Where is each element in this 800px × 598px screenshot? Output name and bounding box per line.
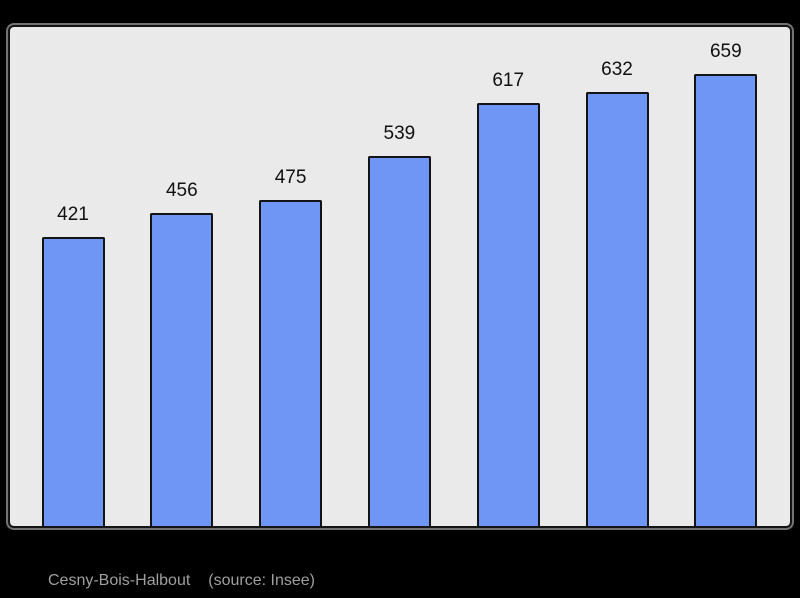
bar-chart-plot-area: 421 456 475 539 617 632 659 [10,27,790,526]
bar [41,237,105,526]
bar-value-label: 456 [165,180,198,201]
bar-value-label: 539 [383,123,416,144]
bar [150,213,214,526]
bar-value-label: 617 [492,70,525,91]
bar [476,103,540,526]
bar-value-label: 475 [274,167,307,188]
bar [367,156,431,526]
chart-panel: 421 456 475 539 617 632 659 [8,25,792,528]
bar [259,200,323,526]
bar-value-label: 659 [709,41,742,62]
bar [694,74,758,526]
caption-source: (source: Insee) [208,572,315,589]
bar [585,92,649,526]
bar-value-label: 421 [57,204,89,225]
bar-value-label: 632 [601,59,633,80]
caption-commune-name: Cesny-Bois-Halbout [48,572,191,589]
chart-caption: Cesny-Bois-Halbout (source: Insee) [48,571,315,590]
